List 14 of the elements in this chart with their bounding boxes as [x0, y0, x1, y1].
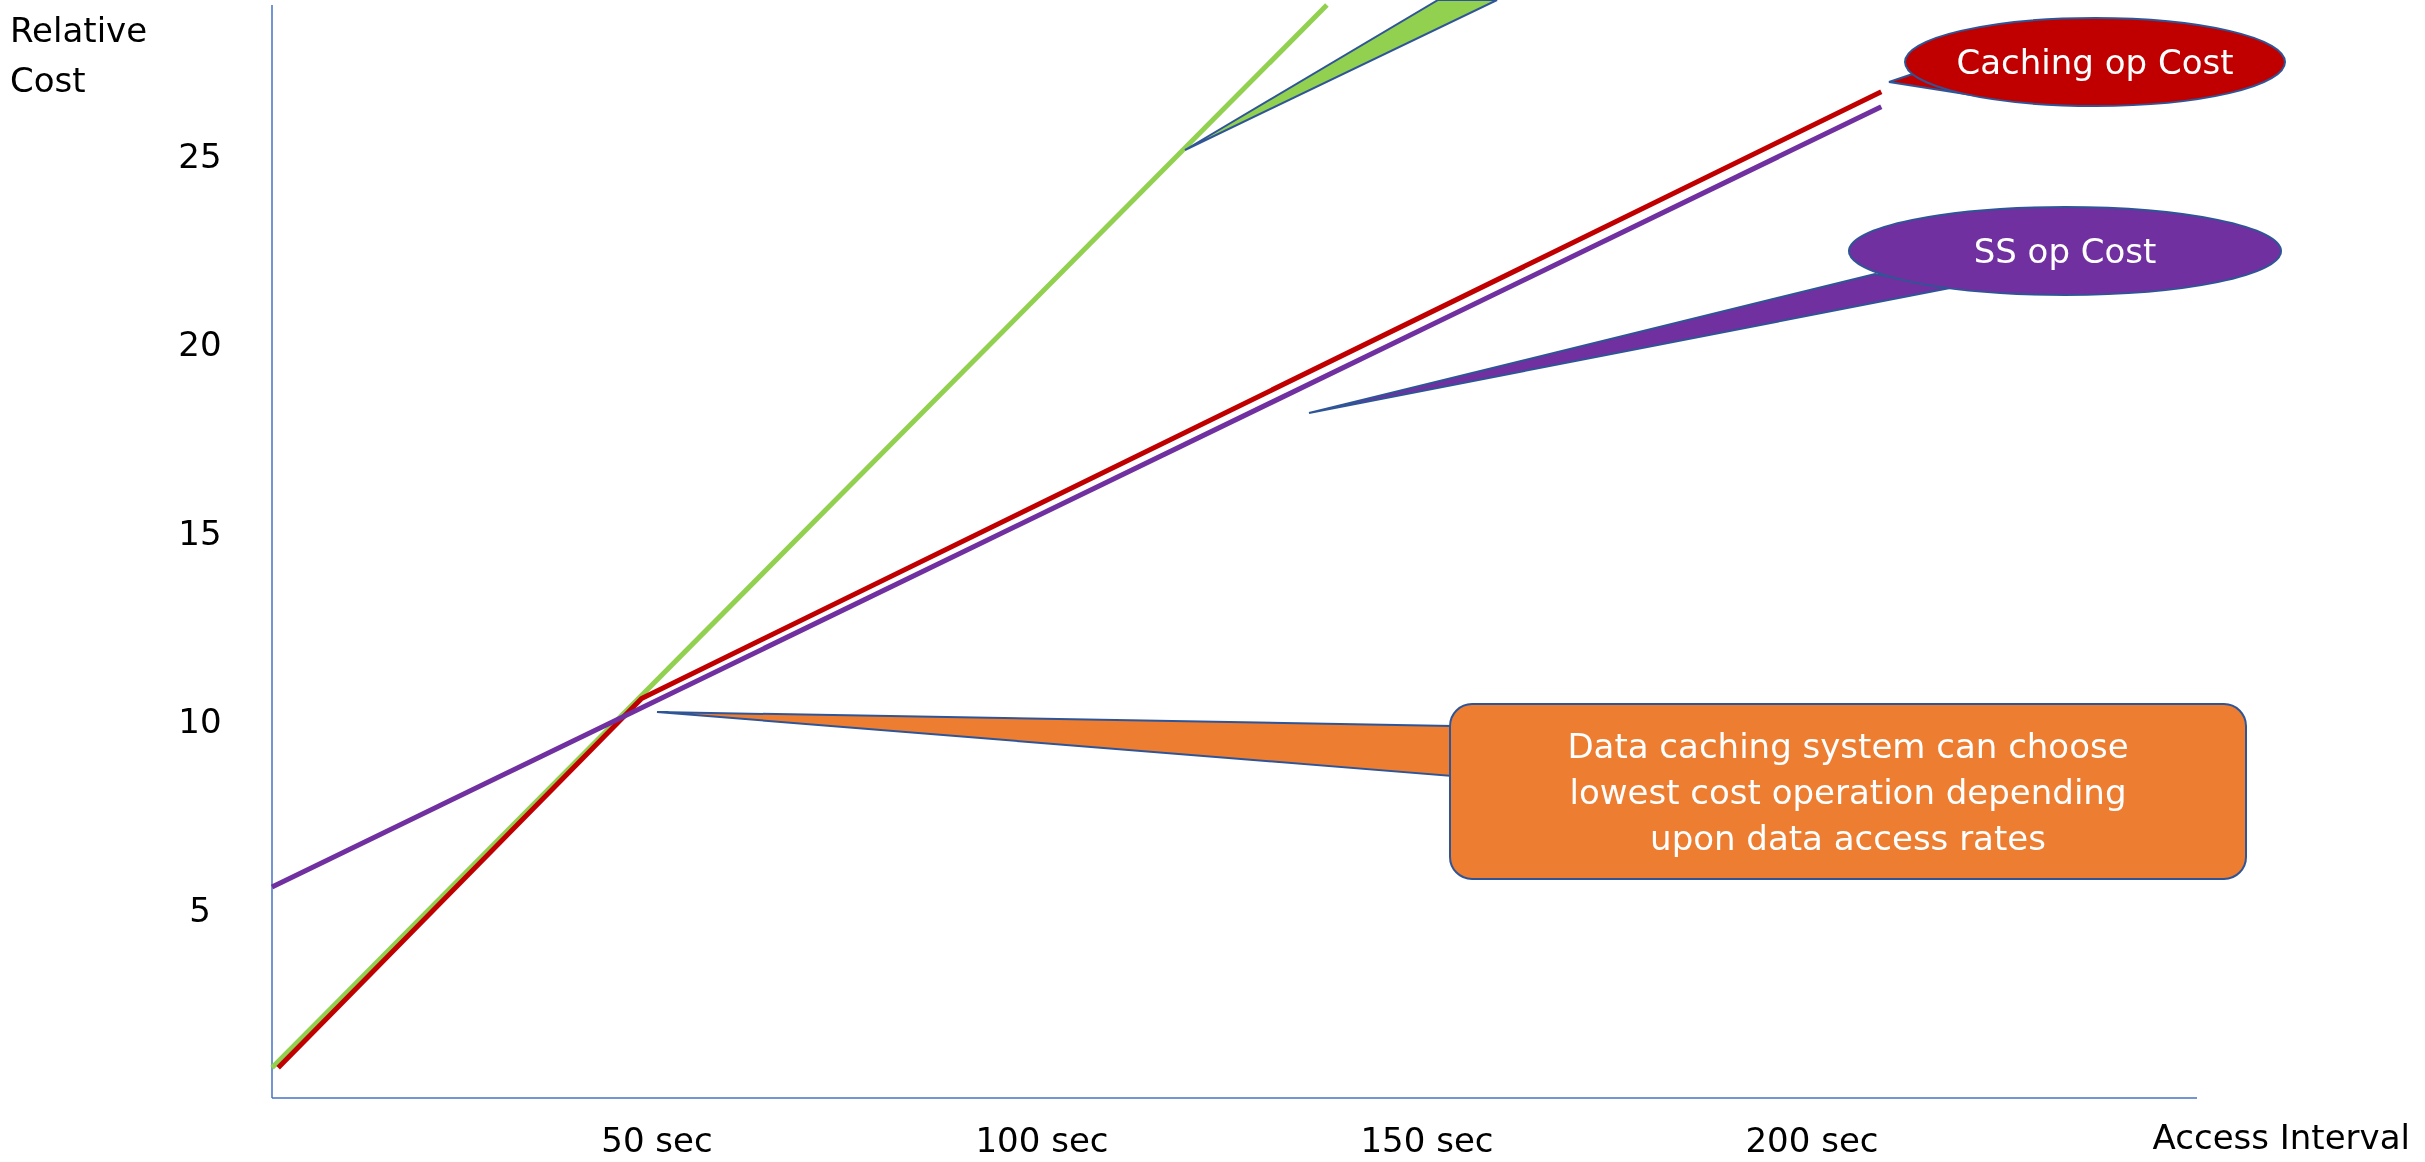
x-tick-label: 50 sec: [601, 1120, 713, 1160]
annotation: Data caching system can choose lowest cost operation depending upon data access rates: [1567, 725, 2129, 858]
y-tick-label: 5: [189, 889, 211, 930]
x-axis-title: Access Interval: [2152, 1117, 2410, 1157]
y-tick-label: 20: [178, 324, 222, 365]
y-tick-label: 10: [178, 701, 222, 742]
x-tick-label: 100 sec: [975, 1120, 1109, 1160]
x-tick-label: 150 sec: [1360, 1120, 1494, 1160]
y-tick-label: 25: [178, 135, 222, 176]
text: Caching op Cost: [1956, 42, 2234, 82]
y-tick-label: 15: [178, 512, 222, 553]
text: SS op Cost: [1973, 231, 2157, 271]
x-tick-label: 200 sec: [1745, 1120, 1879, 1160]
y-axis-title: Relative Cost: [10, 10, 148, 100]
